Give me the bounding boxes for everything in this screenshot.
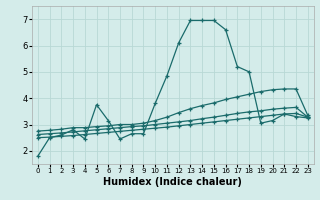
X-axis label: Humidex (Indice chaleur): Humidex (Indice chaleur)	[103, 177, 242, 187]
